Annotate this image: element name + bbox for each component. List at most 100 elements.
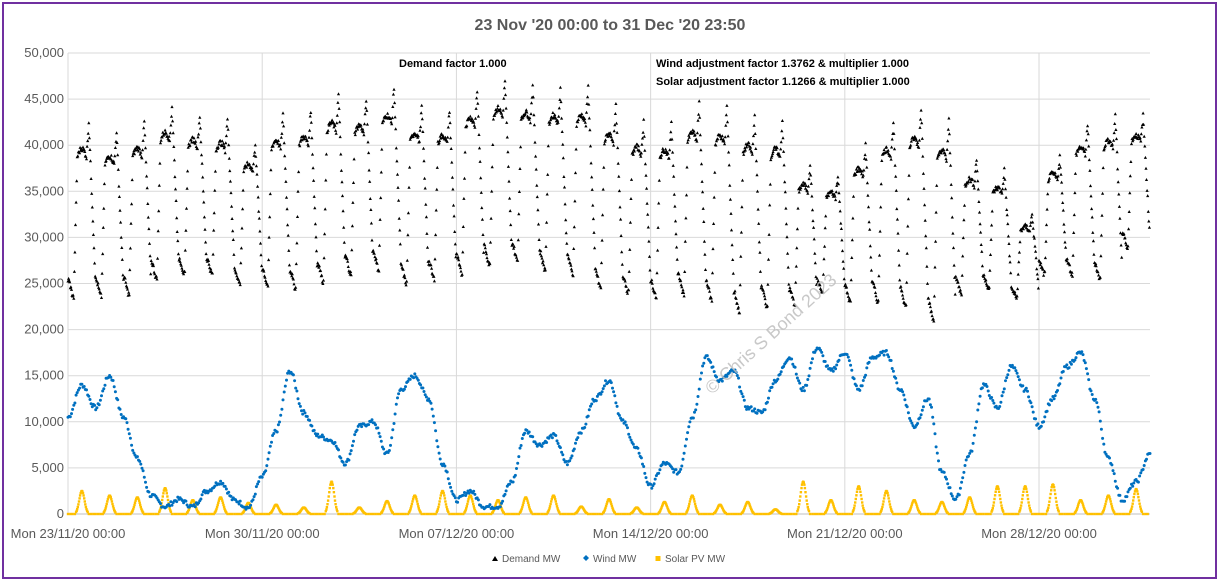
- wind-point: [139, 462, 143, 466]
- demand-point: [928, 305, 932, 309]
- demand-point: [797, 190, 801, 194]
- demand-point: [1076, 149, 1080, 153]
- wind-point: [527, 430, 531, 434]
- demand-point: [611, 140, 615, 144]
- demand-point: [1098, 275, 1102, 279]
- demand-point: [697, 99, 701, 103]
- wind-point: [82, 385, 86, 388]
- wind-point: [847, 359, 851, 363]
- solar-point: [1105, 498, 1108, 501]
- solar-point: [71, 512, 74, 516]
- demand-point: [615, 130, 619, 134]
- demand-point: [512, 246, 516, 250]
- wind-point: [972, 433, 976, 437]
- solar-point: [792, 512, 796, 516]
- demand-point: [1062, 222, 1066, 226]
- solar-point: [916, 507, 919, 510]
- demand-point: [197, 132, 201, 136]
- solar-point: [936, 509, 940, 512]
- solar-point: [685, 510, 689, 513]
- wind-point: [1126, 490, 1130, 494]
- solar-point: [1072, 512, 1075, 516]
- demand-point: [1020, 229, 1024, 233]
- wind-point: [168, 504, 172, 508]
- wind-point: [814, 348, 818, 352]
- demand-point: [560, 130, 564, 133]
- solar-point: [1133, 492, 1136, 496]
- solar-point: [850, 512, 853, 516]
- wind-point: [1073, 358, 1077, 362]
- wind-point: [498, 505, 502, 509]
- wind-point: [674, 468, 678, 472]
- demand-point: [978, 222, 982, 226]
- solar-point: [1035, 512, 1038, 516]
- solar-point: [365, 512, 368, 516]
- demand-point: [583, 120, 587, 124]
- demand-point: [919, 108, 923, 112]
- demand-point: [627, 288, 631, 292]
- demand-point: [988, 253, 993, 256]
- demand-point: [512, 244, 516, 248]
- wind-point: [349, 449, 353, 453]
- demand-point: [382, 119, 386, 123]
- demand-point: [677, 277, 682, 281]
- demand-point: [1038, 263, 1042, 267]
- solar-point: [611, 506, 614, 510]
- demand-point: [602, 142, 606, 146]
- demand-point: [314, 235, 318, 239]
- solar-point: [1116, 512, 1119, 516]
- demand-point: [873, 291, 878, 294]
- demand-point: [1016, 287, 1020, 291]
- demand-point: [979, 243, 983, 246]
- demand-point: [953, 292, 957, 296]
- solar-point: [197, 511, 200, 514]
- demand-point: [724, 113, 728, 117]
- wind-point: [334, 444, 338, 448]
- wind-point: [445, 470, 449, 474]
- y-tick-label: 15,000: [24, 368, 64, 383]
- wind-point: [986, 389, 990, 393]
- demand-point: [1005, 208, 1009, 211]
- solar-point: [113, 508, 116, 512]
- wind-point: [685, 437, 688, 441]
- wind-point: [629, 438, 633, 442]
- demand-point: [948, 151, 952, 155]
- demand-point: [748, 147, 752, 151]
- solar-point: [173, 512, 176, 516]
- solar-point: [447, 510, 450, 514]
- demand-point: [339, 152, 343, 156]
- demand-point: [335, 121, 339, 125]
- wind-point: [864, 373, 868, 377]
- demand-point: [363, 112, 367, 116]
- solar-point: [170, 512, 174, 516]
- solar-point: [467, 496, 471, 499]
- demand-point: [461, 225, 465, 228]
- demand-point: [247, 162, 252, 166]
- demand-point: [242, 170, 246, 174]
- demand-point: [498, 107, 502, 111]
- wind-point: [286, 371, 290, 375]
- demand-point: [899, 284, 903, 288]
- solar-point: [1003, 512, 1006, 516]
- solar-point: [243, 509, 246, 512]
- wind-point: [1096, 405, 1100, 409]
- demand-point: [610, 138, 615, 142]
- demand-point: [71, 293, 75, 297]
- demand-point: [683, 239, 687, 243]
- wind-point: [1148, 452, 1152, 455]
- demand-point: [787, 282, 791, 286]
- wind-point: [248, 506, 251, 510]
- solar-point: [707, 512, 710, 516]
- demand-point: [1139, 139, 1143, 143]
- solar-point: [854, 497, 857, 501]
- demand-point: [1094, 262, 1098, 265]
- solar-point: [519, 509, 523, 512]
- demand-point: [198, 126, 202, 130]
- demand-point: [679, 278, 683, 282]
- solar-point: [610, 504, 614, 508]
- solar-point: [333, 499, 337, 502]
- demand-point: [949, 163, 953, 167]
- demand-point: [171, 119, 175, 123]
- x-tick-label: Mon 28/12/20 00:00: [981, 526, 1097, 541]
- demand-point: [538, 252, 542, 256]
